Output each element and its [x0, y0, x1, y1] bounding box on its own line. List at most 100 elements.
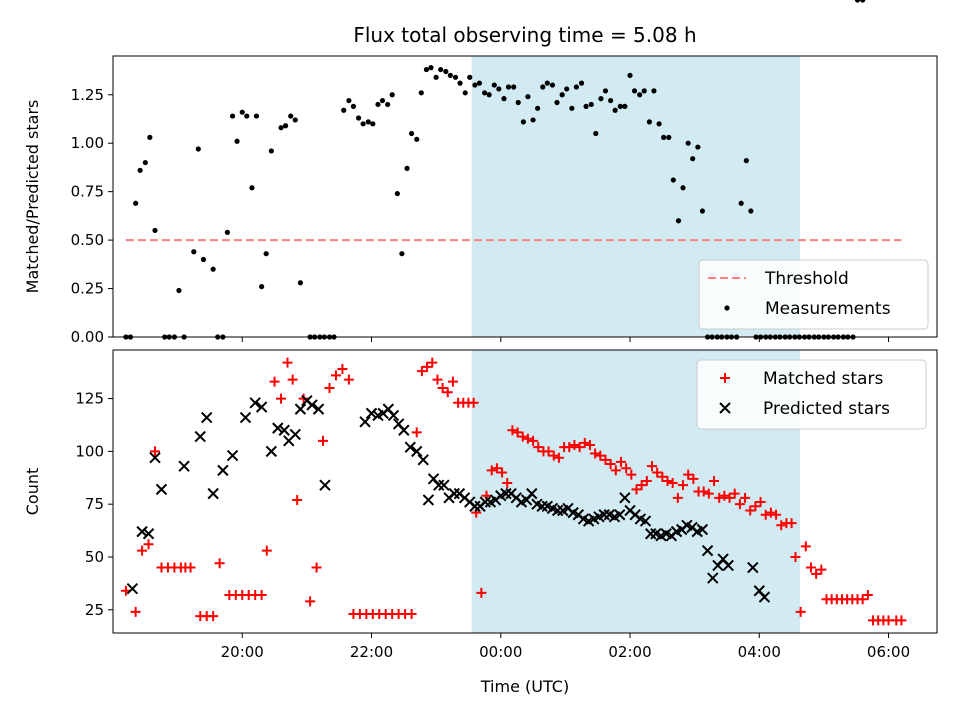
measurement-point [598, 96, 604, 102]
measurement-point [399, 251, 405, 257]
measurement-point [452, 74, 459, 80]
measurement-point [447, 72, 453, 78]
matched-star-point [646, 461, 657, 472]
matched-star-point [137, 545, 148, 556]
matched-star-point [416, 366, 427, 377]
measurement-point [346, 97, 352, 104]
measurement-point [414, 136, 420, 142]
predicted-star-point [479, 496, 491, 508]
matched-star-point [605, 459, 616, 470]
matched-star-point [150, 446, 161, 457]
x-tick-label: 20:00 [221, 643, 264, 661]
measurement-point [578, 80, 585, 86]
matched-star-point [790, 551, 801, 562]
measurement-point [282, 123, 289, 129]
predicted-star-point [136, 525, 148, 538]
measurement-point [656, 121, 662, 127]
measurement-point [573, 84, 579, 90]
matched-star-point [343, 374, 354, 385]
measurement-point [297, 280, 304, 286]
legend-label: Measurements [765, 299, 891, 319]
predicted-star-point [312, 403, 325, 415]
matched-star-point [862, 589, 873, 600]
measurement-point [418, 90, 424, 96]
measurement-point [549, 82, 556, 88]
measurement-point [612, 107, 618, 113]
matched-star-point [261, 545, 272, 556]
matched-star-point [636, 480, 647, 491]
matched-star-point [512, 427, 523, 438]
predicted-star-point [239, 411, 252, 424]
measurement-point [651, 88, 657, 94]
predicted-star-point [696, 523, 709, 536]
measurement-point [370, 121, 376, 127]
matched-star-point [311, 562, 322, 573]
predicted-star-point [469, 500, 481, 512]
y-tick-label: 1.00 [71, 134, 104, 152]
measurement-point [515, 99, 521, 106]
matched-star-point [816, 564, 827, 575]
matched-star-point [709, 475, 720, 486]
measurement-point [394, 190, 400, 197]
predicted-star-point [536, 500, 548, 512]
measurement-point [263, 251, 269, 257]
matched-star-point [553, 452, 564, 463]
matched-star-point [652, 467, 663, 478]
predicted-star-point [398, 424, 410, 436]
predicted-star-point [306, 399, 318, 411]
y-tick-label: 125 [75, 390, 104, 408]
measurement-point [404, 165, 410, 171]
measurement-point [637, 92, 643, 98]
matched-star-point [667, 478, 678, 489]
matched-star-point [740, 492, 751, 503]
measurement-point [147, 134, 153, 140]
predicted-star-point [289, 428, 301, 441]
legend-label: Predicted stars [763, 399, 890, 419]
measurement-point [176, 287, 182, 294]
legend-measurement-swatch [724, 305, 730, 311]
predicted-star-point [178, 460, 190, 472]
measurement-point [472, 82, 478, 88]
predicted-star-point [598, 509, 610, 521]
measurement-point [496, 86, 502, 92]
measurement-point [288, 113, 294, 119]
measurement-point [457, 80, 463, 86]
predicted-star-point [422, 494, 435, 506]
x-tick-label: 22:00 [350, 643, 393, 661]
predicted-star-point [722, 559, 734, 572]
predicted-star-point [613, 509, 626, 521]
matched-star-point [760, 509, 771, 520]
matched-star-point [729, 488, 740, 499]
measurement-point [525, 94, 531, 100]
matched-star-point [543, 446, 554, 457]
predicted-star-point [433, 479, 445, 491]
matched-star-point [734, 499, 745, 510]
matched-star-point [786, 518, 797, 529]
predicted-star-point [411, 445, 423, 458]
predicted-star-point [319, 479, 331, 491]
matched-star-point [130, 606, 141, 617]
y-tick-label: 100 [75, 442, 104, 460]
predicted-star-point [294, 403, 307, 415]
y-tick-label: 1.25 [71, 86, 104, 104]
legend-label: Matched stars [763, 369, 883, 389]
matched-star-point [896, 615, 907, 626]
y-tick-label: 25 [85, 601, 104, 619]
predicted-star-point [201, 411, 213, 424]
matched-star-point [214, 558, 225, 569]
matched-star-point [522, 433, 533, 444]
matched-star-point [143, 539, 154, 550]
matched-star-point [805, 562, 816, 573]
matched-star-point [755, 497, 766, 508]
measurement-point [670, 177, 676, 183]
predicted-star-point [639, 515, 652, 527]
matched-star-point [491, 463, 502, 474]
matched-star-point [714, 492, 725, 503]
measurement-point [200, 256, 207, 263]
matched-star-point [600, 454, 611, 465]
matched-star-point [406, 608, 417, 619]
measurement-point [268, 148, 274, 154]
measurement-point [675, 218, 682, 224]
matched-star-point [256, 589, 267, 600]
